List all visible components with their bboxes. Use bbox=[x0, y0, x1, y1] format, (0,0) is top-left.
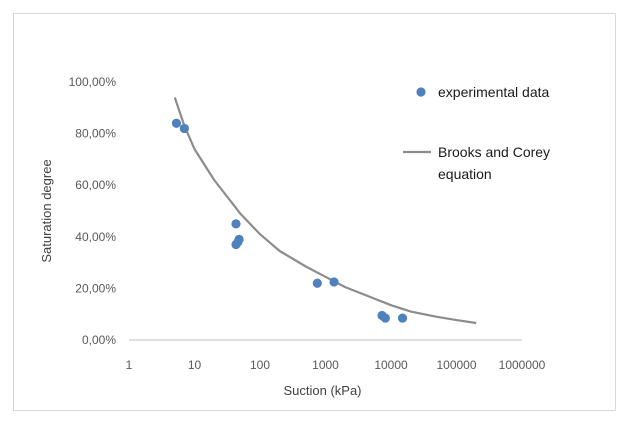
x-tick-label: 1000 bbox=[312, 358, 339, 372]
data-point bbox=[397, 313, 408, 323]
y-tick-labels: 0,00% 20,00% 40,00% 60,00% 80,00% 100,00% bbox=[69, 75, 117, 347]
y-tick-label: 0,00% bbox=[82, 333, 116, 347]
data-point bbox=[380, 313, 390, 323]
data-point bbox=[312, 278, 322, 288]
y-tick-label: 20,00% bbox=[75, 281, 116, 295]
y-axis-title: Saturation degree bbox=[39, 159, 54, 262]
legend-label-brooks-corey: Brooks and Corey bbox=[438, 144, 550, 160]
x-tick-label: 100000 bbox=[436, 358, 476, 372]
points-layer bbox=[171, 118, 408, 323]
y-tick-label: 40,00% bbox=[75, 230, 116, 244]
x-tick-label: 1000000 bbox=[499, 358, 546, 372]
x-tick-labels: 1 10 100 1000 10000 100000 1000000 bbox=[126, 358, 546, 372]
y-tick-label: 60,00% bbox=[75, 178, 116, 192]
y-tick-label: 80,00% bbox=[75, 127, 116, 141]
x-tick-label: 10000 bbox=[374, 358, 408, 372]
legend-label-experimental: experimental data bbox=[438, 84, 550, 100]
data-point bbox=[179, 123, 189, 134]
curve-layer bbox=[173, 97, 477, 325]
x-tick-label: 10 bbox=[188, 358, 202, 372]
chart-frame bbox=[13, 13, 616, 411]
x-axis-title: Suction (kPa) bbox=[283, 383, 361, 398]
data-point bbox=[231, 239, 241, 250]
y-tick-label: 100,00% bbox=[69, 75, 117, 89]
brooks-corey-curve bbox=[173, 97, 477, 325]
data-point bbox=[231, 219, 241, 229]
legend-marker-experimental bbox=[416, 87, 426, 97]
data-point bbox=[171, 118, 182, 128]
x-tick-label: 100 bbox=[250, 358, 270, 372]
data-point bbox=[329, 277, 339, 287]
legend: experimental data Brooks and Corey equat… bbox=[403, 84, 550, 182]
x-tick-label: 1 bbox=[126, 358, 133, 372]
legend-label-brooks-corey-line2: equation bbox=[438, 166, 492, 182]
